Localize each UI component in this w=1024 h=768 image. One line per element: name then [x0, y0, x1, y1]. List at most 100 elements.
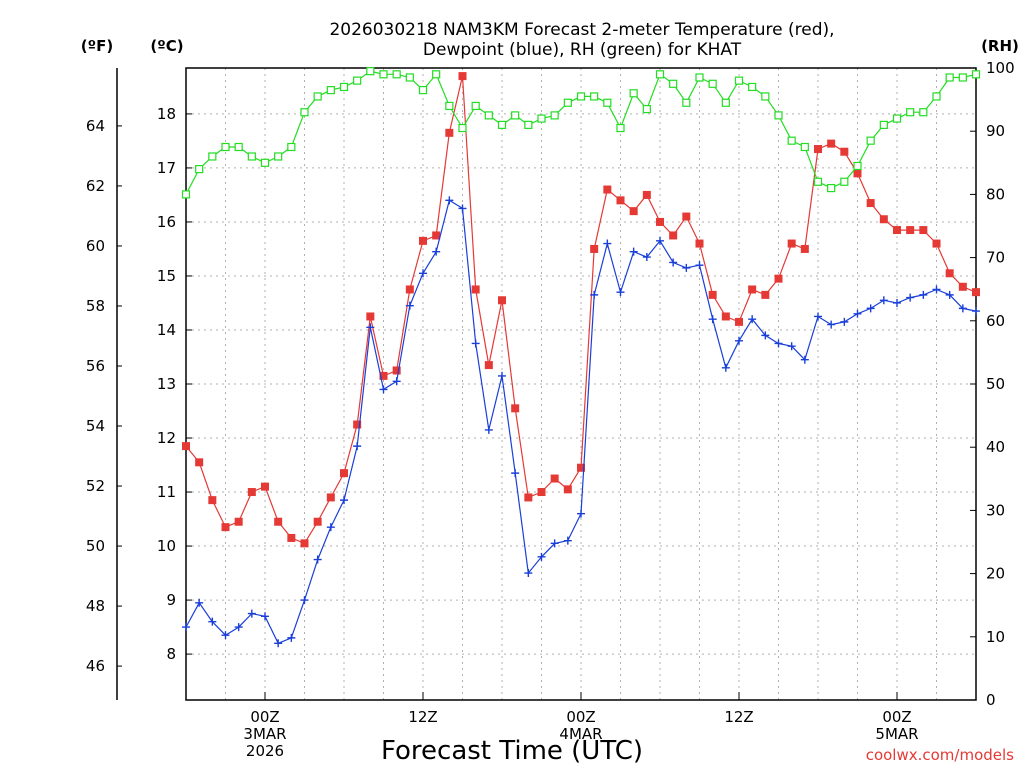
dewpoint-point	[629, 247, 638, 256]
temperature-point	[603, 185, 612, 194]
x-tick-label: 00Z	[882, 708, 911, 726]
celsius-tick-label: 8	[166, 645, 176, 663]
dewpoint-point	[234, 623, 243, 632]
fahrenheit-tick-label: 48	[86, 597, 105, 615]
dewpoint-point	[893, 298, 901, 307]
temperature-point	[656, 217, 664, 226]
rh-point	[458, 123, 467, 133]
chart-title-line-1: 2026030218 NAM3KM Forecast 2-meter Tempe…	[329, 20, 834, 40]
temperature-point	[840, 147, 849, 156]
rh-point	[682, 98, 691, 107]
fahrenheit-tick-label: 58	[86, 297, 105, 315]
rh-point	[181, 190, 191, 199]
rh-point	[800, 142, 809, 152]
temperature-point	[432, 231, 441, 240]
temperature-point	[182, 442, 190, 451]
x-tick-label: 4MAR	[559, 725, 602, 743]
temperature-point	[708, 290, 717, 299]
rh-point	[300, 108, 309, 117]
temperature-point	[484, 361, 493, 370]
chart-title-line-2: Dewpoint (blue), RH (green) for KHAT	[423, 40, 742, 60]
celsius-tick-label: 15	[157, 267, 176, 285]
celsius-tick-label: 16	[157, 213, 176, 231]
x-tick-label: 12Z	[724, 708, 753, 726]
dewpoint-point	[669, 258, 678, 267]
temperature-point	[340, 469, 348, 478]
temperature-point	[866, 199, 875, 208]
dewpoint-point	[932, 285, 941, 294]
temperature-point	[366, 312, 375, 321]
celsius-tick-label: 14	[157, 321, 176, 339]
temperature-point	[300, 539, 309, 548]
dewpoint-point	[524, 569, 533, 578]
rh-point	[629, 89, 638, 98]
dewpoint-point	[906, 293, 915, 302]
dewpoint-point	[616, 288, 625, 297]
temperature-point	[419, 236, 427, 245]
temperature-point	[392, 366, 401, 375]
celsius-tick-label: 10	[157, 537, 176, 555]
dewpoint-point	[221, 631, 230, 640]
rh-point	[708, 79, 717, 88]
axes: 8 9 10 11 12 13 14 15 16 17 18 46 48 50 52 54 56 58 60 62 64…	[86, 59, 1015, 760]
dewpoint-point	[287, 633, 296, 642]
temperature-point	[669, 231, 678, 240]
x-tick-label: 12Z	[408, 708, 437, 726]
dewpoint-point	[247, 609, 256, 618]
dewpoint-point	[208, 617, 217, 626]
temperature-point	[853, 169, 862, 178]
temperature-point	[247, 488, 256, 497]
celsius-tick-label: 18	[157, 105, 176, 123]
dewpoint-point	[432, 247, 441, 256]
rh-point	[853, 161, 862, 171]
rh-tick-label: 90	[986, 122, 1005, 140]
temperature-point	[642, 190, 651, 199]
rh-point	[497, 120, 507, 129]
rh-point	[774, 111, 783, 120]
temperature-point	[879, 215, 888, 224]
rh-point	[919, 108, 928, 117]
dewpoint-point	[379, 385, 388, 394]
temperature-point	[682, 212, 691, 221]
temperature-point	[287, 533, 296, 542]
temperature-point	[814, 145, 822, 154]
temperature-point	[616, 196, 625, 205]
rh-point	[221, 142, 230, 152]
temperature-point	[511, 404, 520, 413]
fahrenheit-tick-label: 64	[86, 117, 105, 135]
rh-tick-label: 0	[986, 691, 996, 709]
fahrenheit-tick-label: 60	[86, 237, 105, 255]
rh-tick-label: 40	[986, 438, 1005, 456]
dewpoint-point	[537, 552, 546, 561]
rh-point	[866, 136, 875, 145]
fahrenheit-tick-label: 50	[86, 537, 105, 555]
celsius-tick-label: 11	[157, 483, 176, 501]
temperature-point	[498, 296, 506, 305]
temperature-point	[827, 139, 836, 148]
celsius-tick-label: 17	[157, 159, 176, 177]
rh-point	[195, 165, 204, 174]
temperature-point	[550, 474, 559, 483]
dewpoint-point	[656, 236, 664, 245]
dewpoint-point	[879, 296, 888, 305]
dewpoint-point	[274, 639, 283, 648]
temperature-point	[932, 239, 941, 248]
temperature-point	[326, 493, 335, 502]
rh-point	[274, 152, 283, 161]
rh-point	[616, 123, 625, 133]
dewpoint-point	[458, 204, 467, 213]
rh-point	[879, 120, 888, 129]
dewpoint-point	[471, 339, 480, 348]
rh-point	[379, 70, 388, 79]
celsius-axis-label: (ºC)	[150, 37, 183, 55]
rh-point	[642, 104, 651, 114]
rh-point	[405, 73, 414, 82]
dewpoint-point	[958, 304, 967, 313]
rh-point	[655, 70, 665, 79]
dewpoint-point	[866, 304, 875, 313]
rh-point	[761, 92, 770, 101]
temperature-point	[945, 269, 954, 278]
rh-point	[313, 92, 322, 101]
dewpoint-point	[577, 509, 585, 518]
